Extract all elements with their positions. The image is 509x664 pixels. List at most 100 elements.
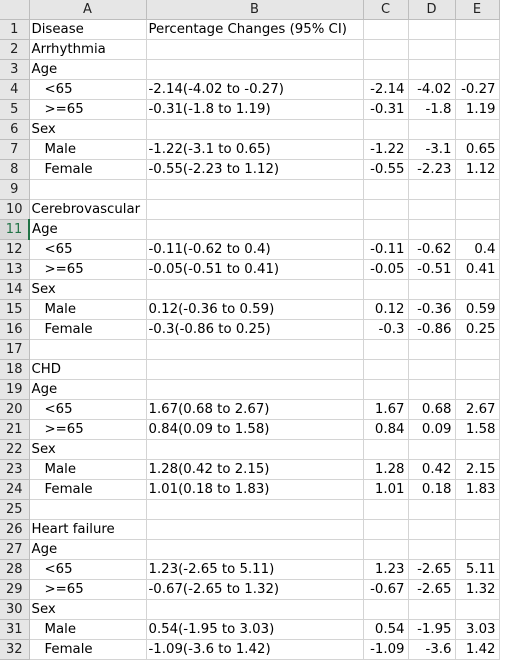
cell-d[interactable]	[408, 539, 456, 560]
cell-b[interactable]	[146, 219, 364, 240]
cell-c[interactable]	[363, 499, 409, 520]
cell-b[interactable]: Percentage Changes (95% CI)	[146, 19, 364, 40]
cell-b[interactable]	[146, 539, 364, 560]
row-header[interactable]: 29	[0, 579, 30, 600]
cell-b[interactable]: -0.3(-0.86 to 0.25)	[146, 319, 364, 340]
cell-a[interactable]	[29, 499, 147, 520]
row-header[interactable]: 15	[0, 299, 30, 320]
row-header[interactable]: 7	[0, 139, 30, 160]
cell-b[interactable]	[146, 439, 364, 460]
cell-c[interactable]: 0.54	[363, 619, 409, 640]
cell-d[interactable]: 0.68	[408, 399, 456, 420]
cell-a[interactable]: Age	[29, 539, 147, 560]
cell-e[interactable]: 1.42	[455, 639, 500, 660]
cell-c[interactable]	[363, 279, 409, 300]
cell-b[interactable]	[146, 199, 364, 220]
cell-b[interactable]: 0.84(0.09 to 1.58)	[146, 419, 364, 440]
column-header-e[interactable]: E	[455, 0, 500, 20]
cell-c[interactable]	[363, 519, 409, 540]
row-header[interactable]: 28	[0, 559, 30, 580]
cell-d[interactable]: 0.18	[408, 479, 456, 500]
cell-b[interactable]: 1.67(0.68 to 2.67)	[146, 399, 364, 420]
cell-b[interactable]: 1.23(-2.65 to 5.11)	[146, 559, 364, 580]
cell-d[interactable]	[408, 179, 456, 200]
row-header[interactable]: 6	[0, 119, 30, 140]
row-header[interactable]: 22	[0, 439, 30, 460]
cell-a[interactable]: <65	[29, 239, 147, 260]
cell-c[interactable]	[363, 119, 409, 140]
cell-a[interactable]: Female	[29, 479, 147, 500]
cell-b[interactable]	[146, 379, 364, 400]
cell-c[interactable]	[363, 39, 409, 60]
cell-a[interactable]: <65	[29, 559, 147, 580]
cell-e[interactable]: 0.25	[455, 319, 500, 340]
cell-d[interactable]: -3.1	[408, 139, 456, 160]
row-header[interactable]: 4	[0, 79, 30, 100]
cell-c[interactable]	[363, 539, 409, 560]
cell-b[interactable]	[146, 59, 364, 80]
cell-c[interactable]: -0.55	[363, 159, 409, 180]
cell-b[interactable]	[146, 339, 364, 360]
cell-e[interactable]	[455, 359, 500, 380]
cell-d[interactable]: -0.36	[408, 299, 456, 320]
cell-a[interactable]: Disease	[29, 19, 147, 40]
cell-c[interactable]: 1.67	[363, 399, 409, 420]
cell-d[interactable]: -1.95	[408, 619, 456, 640]
cell-c[interactable]	[363, 19, 409, 40]
cell-a[interactable]: Sex	[29, 599, 147, 620]
cell-c[interactable]: 1.23	[363, 559, 409, 580]
row-header[interactable]: 14	[0, 279, 30, 300]
row-header[interactable]: 17	[0, 339, 30, 360]
cell-e[interactable]	[455, 119, 500, 140]
cell-d[interactable]	[408, 339, 456, 360]
cell-a[interactable]: Female	[29, 159, 147, 180]
cell-b[interactable]	[146, 39, 364, 60]
cell-d[interactable]: -0.51	[408, 259, 456, 280]
cell-e[interactable]	[455, 199, 500, 220]
cell-c[interactable]: -0.67	[363, 579, 409, 600]
cell-e[interactable]	[455, 379, 500, 400]
cell-d[interactable]	[408, 379, 456, 400]
cell-a[interactable]: Sex	[29, 279, 147, 300]
cell-b[interactable]: 0.54(-1.95 to 3.03)	[146, 619, 364, 640]
cell-a[interactable]: <65	[29, 79, 147, 100]
row-header[interactable]: 24	[0, 479, 30, 500]
cell-c[interactable]	[363, 359, 409, 380]
cell-a[interactable]: Sex	[29, 439, 147, 460]
cell-d[interactable]: -2.65	[408, 559, 456, 580]
cell-d[interactable]: 0.42	[408, 459, 456, 480]
cell-c[interactable]	[363, 439, 409, 460]
column-header-d[interactable]: D	[408, 0, 456, 20]
cell-e[interactable]: 2.67	[455, 399, 500, 420]
cell-e[interactable]: 2.15	[455, 459, 500, 480]
row-header[interactable]: 26	[0, 519, 30, 540]
cell-e[interactable]: 1.12	[455, 159, 500, 180]
cell-e[interactable]: 0.59	[455, 299, 500, 320]
cell-c[interactable]: -0.3	[363, 319, 409, 340]
cell-e[interactable]	[455, 539, 500, 560]
cell-c[interactable]	[363, 199, 409, 220]
cell-c[interactable]	[363, 339, 409, 360]
cell-c[interactable]: 1.01	[363, 479, 409, 500]
row-header[interactable]: 27	[0, 539, 30, 560]
cell-c[interactable]: -0.11	[363, 239, 409, 260]
cell-d[interactable]: -0.62	[408, 239, 456, 260]
column-header-a[interactable]: A	[29, 0, 147, 20]
row-header[interactable]: 21	[0, 419, 30, 440]
cell-d[interactable]	[408, 39, 456, 60]
cell-a[interactable]: Male	[29, 299, 147, 320]
cell-d[interactable]: -1.8	[408, 99, 456, 120]
cell-a[interactable]: Heart failure	[29, 519, 147, 540]
cell-a[interactable]	[29, 339, 147, 360]
cell-e[interactable]	[455, 339, 500, 360]
cell-d[interactable]: -0.86	[408, 319, 456, 340]
cell-e[interactable]: 1.83	[455, 479, 500, 500]
cell-e[interactable]	[455, 599, 500, 620]
cell-d[interactable]: -3.6	[408, 639, 456, 660]
cell-e[interactable]: 0.65	[455, 139, 500, 160]
cell-c[interactable]: -1.22	[363, 139, 409, 160]
cell-b[interactable]: -2.14(-4.02 to -0.27)	[146, 79, 364, 100]
cell-d[interactable]	[408, 439, 456, 460]
cell-e[interactable]	[455, 19, 500, 40]
